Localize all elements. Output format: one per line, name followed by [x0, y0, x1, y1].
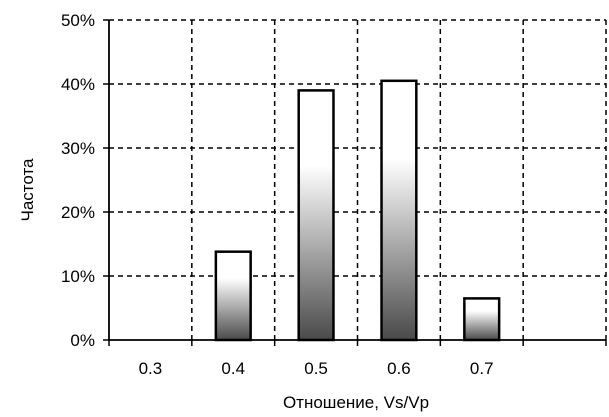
x-tick-label: 0.7 — [470, 359, 494, 378]
axes — [103, 19, 607, 346]
y-tick-label: 40% — [61, 75, 95, 94]
bar-0.7 — [463, 297, 501, 342]
x-axis-title: Отношение, Vs/Vp — [283, 393, 429, 412]
x-tick-label: 0.4 — [221, 359, 245, 378]
bar-0.4 — [214, 250, 252, 342]
bar-0.5 — [297, 89, 335, 342]
x-tick-label: 0.3 — [139, 359, 163, 378]
x-tick-labels: 0.3 0.4 0.5 0.6 0.7 — [139, 359, 494, 378]
x-tick-label: 0.5 — [304, 359, 328, 378]
grid — [109, 19, 607, 340]
bar-0.6 — [380, 79, 418, 342]
bars — [214, 79, 501, 342]
y-tick-labels: 0% 10% 20% 30% 40% 50% — [61, 11, 95, 350]
y-tick-label: 10% — [61, 267, 95, 286]
y-tick-label: 0% — [70, 331, 95, 350]
y-axis-title: Частота — [18, 158, 37, 222]
y-tick-label: 30% — [61, 139, 95, 158]
x-tick-label: 0.6 — [387, 359, 411, 378]
y-tick-label: 20% — [61, 203, 95, 222]
y-tick-label: 50% — [61, 11, 95, 30]
